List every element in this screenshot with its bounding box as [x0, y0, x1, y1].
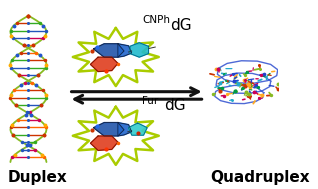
Text: CNPh: CNPh — [142, 15, 170, 25]
Text: Duplex: Duplex — [8, 170, 67, 184]
Polygon shape — [73, 28, 159, 86]
Polygon shape — [118, 44, 132, 57]
Text: Quadruplex: Quadruplex — [210, 170, 310, 184]
Polygon shape — [90, 57, 118, 72]
Text: dG: dG — [170, 18, 191, 33]
Polygon shape — [128, 123, 147, 135]
Polygon shape — [90, 136, 118, 150]
Polygon shape — [93, 44, 124, 57]
Polygon shape — [118, 122, 132, 136]
Polygon shape — [93, 122, 124, 136]
FancyArrowPatch shape — [72, 88, 198, 96]
Text: dG: dG — [164, 98, 186, 113]
FancyArrowPatch shape — [75, 95, 202, 103]
Polygon shape — [130, 43, 149, 57]
Text: Fur: Fur — [142, 96, 158, 106]
Polygon shape — [73, 107, 159, 165]
